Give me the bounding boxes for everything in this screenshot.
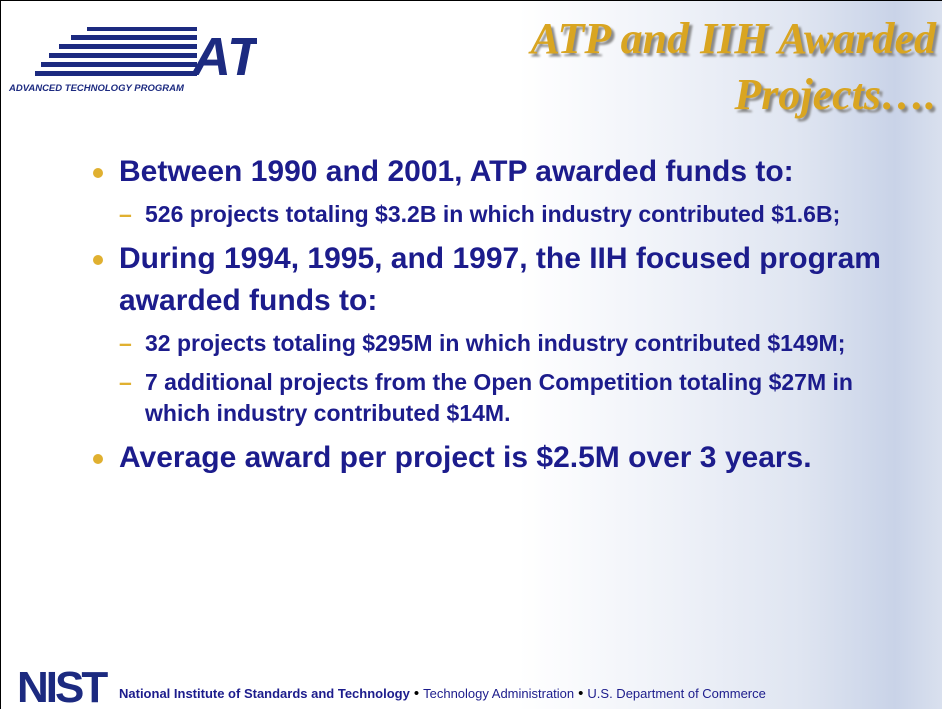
nist-logo-text: NIST <box>17 666 108 709</box>
bullet-list: Between 1990 and 2001, ATP awarded funds… <box>91 151 891 479</box>
footer-item: Technology Administration <box>423 686 575 701</box>
bullet: During 1994, 1995, and 1997, the IIH foc… <box>91 238 891 322</box>
bullet: Between 1990 and 2001, ATP awarded funds… <box>91 151 891 193</box>
title: ATP and IIH Awarded Projects…. <box>530 14 936 119</box>
separator: • <box>578 685 584 702</box>
bullet: Average award per project is $2.5M over … <box>91 437 942 479</box>
atp-logo: ATP ADVANCED TECHNOLOGY PROGRAM <box>8 27 257 94</box>
footer-item: National Institute of Standards and Tech… <box>119 686 410 701</box>
logo-caption: ADVANCED TECHNOLOGY PROGRAM <box>8 83 185 94</box>
sub-bullet: 32 projects totaling $295M in which indu… <box>91 328 865 359</box>
separator: • <box>413 685 420 702</box>
nist-logo: NIST <box>17 666 111 709</box>
footer: NIST National Institute of Standards and… <box>1 666 942 709</box>
sub-bullet: 526 projects totaling $3.2B in which ind… <box>91 199 865 230</box>
footer-item: U.S. Department of Commerce <box>587 686 766 701</box>
logo-mark: ATP <box>190 27 257 87</box>
sub-bullet: 7 additional projects from the Open Comp… <box>91 367 865 429</box>
footer-text: National Institute of Standards and Tech… <box>119 685 766 702</box>
